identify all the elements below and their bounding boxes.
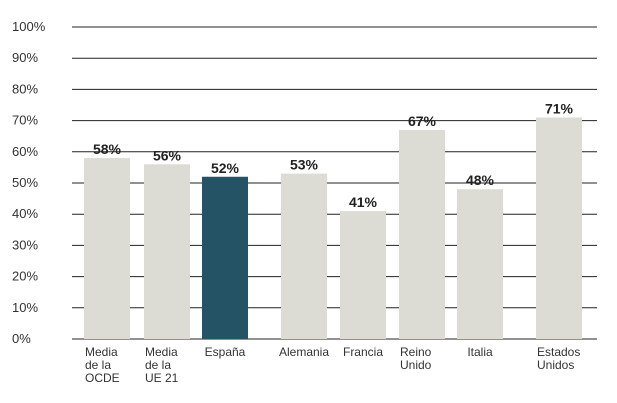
x-axis-labels: Media de la OCDE Media de la UE 21 España Alema… — [85, 345, 580, 385]
bars — [84, 117, 582, 339]
bar — [399, 129, 445, 339]
x-tick-label: Alemania — [279, 345, 329, 359]
bar — [202, 176, 248, 339]
y-tick-label: 30% — [12, 237, 38, 252]
x-tick-label: Media de la OCDE — [85, 345, 120, 385]
data-label: 52% — [211, 160, 240, 176]
y-tick-label: 10% — [12, 300, 38, 315]
value-labels: 58% 56% 52% 53% 41% 67% 48% 71% — [93, 100, 574, 210]
x-tick-label: Estados Unidos — [537, 345, 580, 372]
bar — [457, 189, 503, 339]
y-tick-label: 90% — [12, 50, 38, 65]
x-tick-label: Media de la UE 21 — [145, 345, 179, 385]
y-tick-label: 40% — [12, 206, 38, 221]
y-tick-label: 50% — [12, 175, 38, 190]
y-tick-label: 80% — [12, 81, 38, 96]
data-label: 56% — [153, 147, 182, 163]
y-tick-label: 20% — [12, 269, 38, 284]
y-tick-label: 70% — [12, 113, 38, 128]
data-label: 67% — [408, 113, 437, 129]
bar — [340, 211, 386, 339]
bar — [84, 158, 130, 339]
x-tick-label: España — [205, 345, 246, 359]
bar — [281, 173, 327, 339]
data-label: 71% — [545, 100, 574, 116]
bar — [536, 117, 582, 339]
data-label: 53% — [290, 157, 319, 173]
data-label: 58% — [93, 141, 122, 157]
bar — [144, 164, 190, 339]
x-tick-label: Reino Unido — [400, 345, 432, 372]
data-label: 41% — [349, 194, 378, 210]
y-tick-label: 0% — [12, 331, 31, 346]
x-tick-label: Francia — [343, 345, 383, 359]
y-tick-label: 100% — [12, 19, 46, 34]
y-axis-ticks: 0% 10% 20% 30% 40% 50% 60% 70% 80% 90% 100% — [12, 19, 46, 346]
y-tick-label: 60% — [12, 144, 38, 159]
data-label: 48% — [466, 172, 495, 188]
x-tick-label: Italia — [467, 345, 493, 359]
